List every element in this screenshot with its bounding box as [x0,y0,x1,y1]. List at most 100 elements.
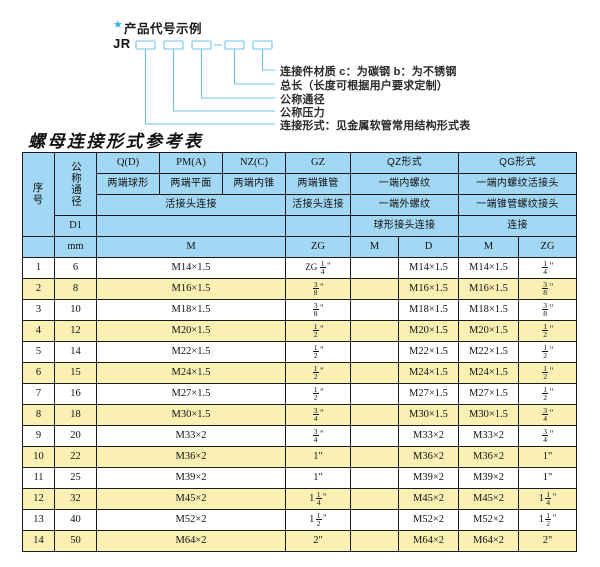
header-d1: D1 [54,215,97,237]
cell-m-7: M30×1.5 [96,404,286,426]
cell-qg-m-10: M39×2 [458,467,519,489]
table-row: 7 16 M27×1.5 1 2 " M27×1.5 M27×1.5 1 2 " [22,383,578,405]
gz-value-7: 3 4 " [312,406,324,423]
header-desc-gz: 两端锥管 [285,173,351,195]
qg-value-4: 1 2 " [542,343,554,360]
table-row: 1 6 M14×1.5 ZG 1 4 " M14×1.5 M14×1.5 1 4 " [22,257,578,279]
diagram-note-nominal-bore: 公称通径 [280,94,325,106]
header-seq: 序 号 [22,152,55,237]
table-row: 12 32 M45×2 1 1 4 " M45×2 M45×2 1 1 4 " [22,488,578,510]
cell-qz-d-6: M27×1.5 [398,383,459,405]
table-row: 4 12 M20×1.5 1 2 " M20×1.5 M20×1.5 1 2 " [22,320,578,342]
gz-value-10: 1" [313,472,323,484]
header-desc-qd: 两端球形 [96,173,160,195]
header-unit-m-group: M [96,236,286,258]
gz-value-6: 1 2 " [312,385,324,402]
diagram-note-material: 连接件材质 c：为碳钢 b：为不锈钢 [280,66,457,78]
gz-value-1: 3 8 " [312,280,324,297]
diagram-leader-lines [135,40,275,125]
cell-gz-11: 1 1 4 " [285,488,351,510]
spec-table: 序 号 公称通径 Q(D) PM(A) NZ(C) GZ QZ形式 QG形式 两… [22,152,578,552]
gz-value-11: 1 1 4 " [309,490,327,507]
cell-m-9: M36×2 [96,446,286,468]
cell-seq-13: 14 [22,530,55,552]
cell-qz-d-13: M64×2 [398,530,459,552]
cell-seq-0: 1 [22,257,55,279]
cell-qg-zg-11: 1 1 4 " [517,488,578,510]
header-ball-qz: 球形接头连接 [350,215,459,237]
header-desc-qz: 一端内螺纹 [350,173,459,195]
cell-seq-6: 7 [22,383,55,405]
cell-qz-m-4 [350,341,399,363]
cell-gz-13: 2" [285,530,351,552]
cell-seq-1: 2 [22,278,55,300]
page-title: 螺母连接形式参考表 [28,132,204,151]
cell-bore-6: 16 [54,383,97,405]
header-unit-qz-d: D [398,236,459,258]
cell-m-6: M27×1.5 [96,383,286,405]
cell-qz-m-8 [350,425,399,447]
qg-value-3: 1 2 " [542,322,554,339]
cell-qz-d-11: M45×2 [398,488,459,510]
gz-value-3: 1 2 " [312,322,324,339]
header-desc-pma: 两端平面 [159,173,223,195]
cell-bore-11: 32 [54,488,97,510]
cell-m-0: M14×1.5 [96,257,286,279]
header-joint-gz: 活接头连接 [285,194,351,216]
cell-m-3: M20×1.5 [96,320,286,342]
cell-seq-10: 11 [22,467,55,489]
gz-value-0: ZG 1 4 " [305,259,331,276]
cell-qg-m-6: M27×1.5 [458,383,519,405]
cell-m-12: M52×2 [96,509,286,531]
cell-qz-d-12: M52×2 [398,509,459,531]
table-body: 1 6 M14×1.5 ZG 1 4 " M14×1.5 M14×1.5 1 4 " 2 8 M16×1.5… [22,257,578,552]
cell-qg-m-3: M20×1.5 [458,320,519,342]
cell-qg-m-11: M45×2 [458,488,519,510]
cell-qg-m-12: M52×2 [458,509,519,531]
cell-qg-zg-3: 1 2 " [517,320,578,342]
cell-qz-d-4: M22×1.5 [398,341,459,363]
cell-qg-m-7: M30×1.5 [458,404,519,426]
diagram-note-total-length: 总长（长度可根据用户要求定制） [280,80,448,92]
cell-qg-zg-8: 3 4 " [517,425,578,447]
header-group-pma: PM(A) [159,152,223,174]
qg-value-12: 1 1 2 " [538,511,557,528]
header-nominal-bore: 公称通径 [54,152,97,216]
cell-bore-8: 20 [54,425,97,447]
qg-value-13: 2" [542,535,553,547]
cell-seq-2: 3 [22,299,55,321]
cell-qg-zg-1: 3 8 " [517,278,578,300]
cell-seq-9: 10 [22,446,55,468]
cell-qz-m-0 [350,257,399,279]
qg-value-7: 3 4 " [542,406,554,423]
cell-bore-7: 18 [54,404,97,426]
product-code-diagram: ★ 产品代号示例 JR 连接件材质 c：为碳钢 b：为不锈钢 总长（长度可根据用… [0,0,600,133]
header-unit-qz-m: M [350,236,399,258]
table-row: 9 20 M33×2 3 4 " M33×2 M33×2 3 4 " [22,425,578,447]
cell-qg-zg-4: 1 2 " [517,341,578,363]
cell-qz-d-8: M33×2 [398,425,459,447]
cell-bore-12: 40 [54,509,97,531]
cell-qg-m-4: M22×1.5 [458,341,519,363]
header-unit-gz-zg: ZG [285,236,351,258]
qg-value-11: 1 1 4 " [538,490,557,507]
cell-gz-6: 1 2 " [285,383,351,405]
cell-bore-9: 22 [54,446,97,468]
diagram-note-connection-type: 连接形式：见金属软管常用结构形式表 [280,120,471,132]
cell-qz-m-6 [350,383,399,405]
qg-value-10: 1" [542,472,553,484]
cell-qg-m-5: M24×1.5 [458,362,519,384]
header-group-qd: Q(D) [96,152,160,174]
cell-gz-12: 1 1 2 " [285,509,351,531]
cell-qz-d-9: M36×2 [398,446,459,468]
cell-m-2: M18×1.5 [96,299,286,321]
